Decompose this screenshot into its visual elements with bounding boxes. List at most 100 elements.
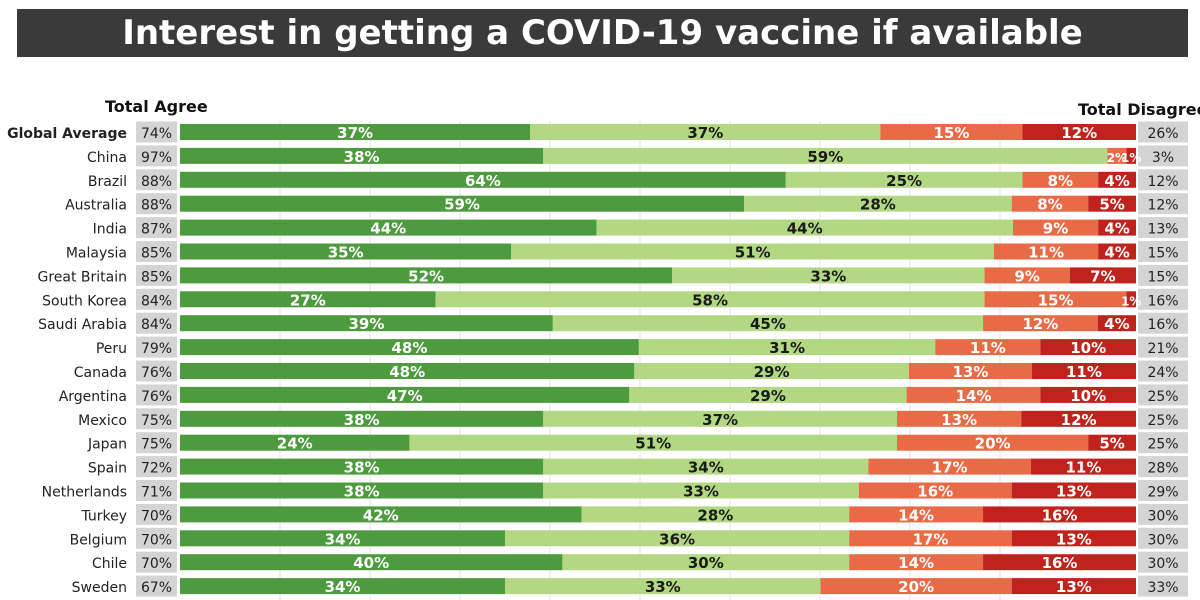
bar-segment <box>638 339 936 356</box>
row-label: Peru <box>96 341 127 357</box>
bar-segment-label: 16% <box>1042 506 1078 524</box>
bar-segment-label: 24% <box>277 435 313 453</box>
bar-segment <box>543 410 897 427</box>
bar-segment <box>1030 458 1136 475</box>
total-disagree-cell <box>1138 384 1188 406</box>
bar-segment <box>935 339 1041 356</box>
bar-segment-label: 37% <box>702 411 738 429</box>
bar-segment <box>1011 578 1136 595</box>
bar-segment <box>984 291 1127 308</box>
bar-segment-label: 25% <box>886 172 922 190</box>
bar-segment <box>409 434 897 451</box>
bar-segment <box>180 243 512 260</box>
bar-segment-label: 20% <box>898 578 934 596</box>
bar-segment-label: 38% <box>344 483 380 501</box>
bar-segment-label: 38% <box>344 459 380 477</box>
bar-segment-label: 51% <box>635 435 671 453</box>
bar-segment-label: 11% <box>1028 244 1064 262</box>
bar-segment-label: 40% <box>353 554 389 572</box>
bar-segment <box>983 554 1136 571</box>
total-disagree-header: Total Disagree <box>1078 100 1200 119</box>
total-agree-value: 87% <box>141 222 172 238</box>
bar-segment <box>1126 147 1136 164</box>
row-label: Saudi Arabia <box>38 317 127 333</box>
bar-segment <box>1012 219 1099 236</box>
total-agree-cell <box>136 551 177 573</box>
total-agree-value: 84% <box>141 293 172 309</box>
bar-segment <box>581 506 850 523</box>
bar-segment <box>906 386 1041 403</box>
row-label: South Korea <box>42 293 127 309</box>
total-disagree-cell <box>1138 312 1188 334</box>
total-agree-value: 79% <box>141 341 172 357</box>
bar-segment-label: 7% <box>1090 267 1115 285</box>
bar-segment-label: 33% <box>683 483 719 501</box>
bar-segment <box>180 171 786 188</box>
bar-segment-label: 16% <box>1042 554 1078 572</box>
chart-title-bar: Interest in getting a COVID-19 vaccine i… <box>17 9 1188 57</box>
bar-segment-label: 15% <box>1038 291 1074 309</box>
total-disagree-cell <box>1138 551 1188 573</box>
bar-segment-label: 9% <box>1043 220 1068 238</box>
total-agree-cell <box>136 217 177 239</box>
bar-segment-label: 31% <box>769 339 805 357</box>
bar-segment <box>180 267 673 284</box>
bar-segment <box>634 363 909 379</box>
total-disagree-cell <box>1138 241 1188 262</box>
total-disagree-cell <box>1138 480 1188 501</box>
bar-segment-label: 1% <box>1121 151 1141 165</box>
bar-segment <box>880 124 1023 140</box>
bar-segment-label: 13% <box>941 411 977 429</box>
total-agree-cell <box>136 360 177 382</box>
bar-segment <box>868 458 1031 475</box>
bar-segment-label: 13% <box>1056 578 1092 596</box>
bar-segment <box>1011 530 1136 547</box>
bar-segment <box>596 219 1013 236</box>
bar-segment-label: 33% <box>645 578 681 596</box>
bar-segment <box>1088 434 1136 451</box>
total-agree-value: 71% <box>141 485 172 501</box>
total-disagree-value: 28% <box>1147 461 1178 477</box>
total-disagree-cell <box>1138 217 1188 239</box>
total-disagree-cell <box>1138 456 1188 478</box>
bar-segment <box>1107 147 1127 164</box>
bar-segment-label: 48% <box>391 339 427 357</box>
bar-segment <box>435 291 985 308</box>
bar-segment-label: 13% <box>1056 483 1092 501</box>
total-disagree-value: 12% <box>1147 198 1178 214</box>
bar-segment-label: 28% <box>860 196 896 214</box>
bar-segment <box>820 578 1012 595</box>
bar-segment-label: 13% <box>952 363 988 381</box>
total-agree-cell <box>136 169 177 191</box>
bar-segment-label: 27% <box>290 291 326 309</box>
bar-segment <box>180 578 506 595</box>
bar-segment-label: 35% <box>328 244 364 262</box>
bar-segment <box>511 243 995 260</box>
total-disagree-cell <box>1138 336 1188 358</box>
bar-segment-label: 17% <box>913 530 949 548</box>
total-disagree-value: 30% <box>1147 508 1178 524</box>
bar-segment <box>552 315 984 332</box>
bar-segment-label: 51% <box>735 244 771 262</box>
total-disagree-value: 25% <box>1147 437 1178 453</box>
bar-segment <box>180 363 635 379</box>
bar-segment-label: 44% <box>787 220 823 238</box>
bar-segment <box>562 554 850 571</box>
total-agree-cell <box>136 527 177 549</box>
bar-segment-label: 12% <box>1061 411 1097 429</box>
total-agree-value: 84% <box>141 317 172 333</box>
bar-segment <box>672 267 985 284</box>
bar-segment <box>983 506 1136 523</box>
total-agree-value: 88% <box>141 174 172 190</box>
bar-segment-label: 14% <box>898 554 934 572</box>
row-label: India <box>93 222 127 238</box>
bar-segment-label: 5% <box>1099 435 1124 453</box>
total-disagree-cell <box>1138 193 1188 215</box>
total-disagree-value: 3% <box>1152 150 1174 166</box>
bar-segment <box>1021 410 1136 427</box>
bar-segment <box>908 363 1032 379</box>
bar-segment <box>180 410 544 427</box>
row-label: Turkey <box>80 508 127 524</box>
bar-segment <box>1097 315 1136 332</box>
bar-segment-label: 34% <box>325 578 361 596</box>
